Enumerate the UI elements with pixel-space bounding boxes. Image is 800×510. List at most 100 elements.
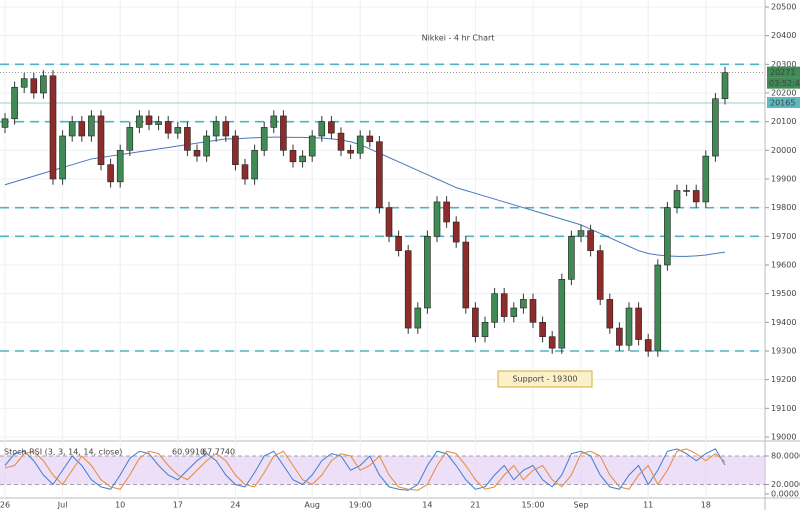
candle-body (529, 299, 537, 323)
candle-body (155, 121, 162, 125)
candle-body (452, 221, 460, 243)
chart-title: Nikkei - 4 hr Chart (422, 34, 495, 43)
y-tick-label: 20500 (771, 3, 796, 12)
candle-body (635, 307, 642, 340)
candle-body (59, 135, 66, 180)
candle-body (500, 293, 508, 317)
y-tick-label: 0.0000 (771, 490, 799, 499)
x-tick-label: 19:00 (349, 501, 372, 510)
candle-body (164, 121, 172, 134)
candle-body (251, 150, 258, 180)
candle-body (606, 299, 614, 329)
candle-body (539, 322, 546, 337)
x-tick-label: 10 (115, 501, 125, 510)
candle-body (40, 75, 47, 94)
stoch-line (4, 448, 726, 491)
candle-body (30, 78, 38, 94)
candle-body (625, 307, 633, 346)
candle-body (654, 264, 662, 352)
candle-body (203, 135, 210, 157)
x-tick-label: 14 (422, 501, 432, 510)
y-tick-label: 19300 (771, 347, 796, 356)
y-tick-label: 20300 (771, 60, 796, 69)
candle-body (222, 121, 230, 137)
candle-body (472, 307, 479, 337)
candle-body (673, 190, 681, 208)
y-tick-label: 20100 (771, 117, 796, 126)
candle-body (78, 121, 86, 137)
candle-body (616, 327, 623, 346)
candle-body (136, 115, 143, 128)
y-tick-label: 19800 (771, 203, 796, 212)
candle-body (260, 127, 268, 151)
candle-body (126, 127, 134, 151)
y-tick-label: 19500 (771, 289, 796, 298)
candle-body (328, 121, 335, 134)
candle-body (49, 75, 57, 180)
candle-body (376, 141, 383, 208)
candle-body (395, 236, 402, 251)
candle-body (366, 135, 374, 143)
candle-body (212, 121, 220, 137)
candle-body (97, 115, 105, 165)
x-tick-label: 15:00 (521, 501, 544, 510)
candle-body (481, 322, 489, 337)
candle-body (356, 135, 364, 154)
legend-entry: 60.9910 (172, 448, 205, 457)
x-tick-label: 17 (173, 501, 183, 510)
candle-body (443, 201, 450, 223)
candle-body (433, 201, 441, 237)
candle-body (520, 299, 527, 309)
candle-body (404, 250, 412, 329)
y-tick-label: 20200 (771, 89, 796, 98)
annotation-box (497, 370, 593, 388)
x-tick-label: 11 (643, 501, 653, 510)
countdown-label: 03:52:46 (769, 79, 800, 88)
candle-body (11, 86, 18, 120)
countdown-tag (767, 77, 800, 89)
candle-body (232, 135, 239, 165)
candle-body (299, 155, 306, 163)
candle-body (462, 241, 470, 309)
candle-body (337, 132, 345, 151)
candle-body (280, 115, 287, 151)
legend-entry: 67.7740 (202, 448, 235, 457)
candle-body (241, 164, 249, 180)
y-tick-label: 19200 (771, 375, 796, 384)
candle-body (558, 279, 566, 349)
moving-average (4, 136, 726, 257)
candle-body (510, 307, 518, 317)
candle-body (721, 72, 729, 100)
candle-body (184, 127, 191, 151)
candle-body (491, 293, 498, 323)
y-tick-label: 19700 (771, 232, 796, 241)
marked-price-tag (767, 97, 800, 109)
candle-body (577, 230, 585, 237)
candle-body (107, 164, 114, 183)
x-tick-label: Jul (57, 501, 68, 510)
candle-body (145, 115, 153, 125)
candle-body (712, 98, 719, 157)
candle-body (174, 127, 182, 134)
candle-body (347, 150, 354, 154)
candle-body (424, 236, 431, 309)
candle-body (548, 336, 556, 349)
x-tick-label: 26 (0, 501, 10, 510)
candle-body (289, 150, 297, 163)
candle-body (414, 307, 422, 329)
y-tick-label: 19400 (771, 318, 796, 327)
candle-body (308, 135, 316, 157)
y-tick-label: 20.0000 (771, 480, 800, 489)
candle-body (644, 339, 652, 352)
y-tick-label: 19900 (771, 175, 796, 184)
marked-price-label: 20165 (770, 99, 795, 108)
candle-body (587, 230, 594, 251)
candle-body (692, 190, 700, 203)
stoch-line (4, 448, 726, 491)
y-tick-label: 20400 (771, 31, 796, 40)
indicator-title: Stoch RSI (3, 3, 14, 14, close) (4, 448, 122, 457)
candle-body (385, 207, 393, 237)
y-tick-label: 19600 (771, 261, 796, 270)
candle-body (568, 236, 575, 280)
